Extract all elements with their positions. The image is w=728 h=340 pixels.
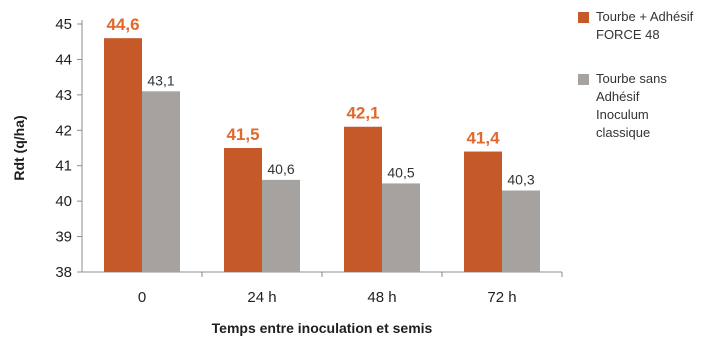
data-label-series-2-0: 43,1 [147, 72, 174, 88]
data-label-series-2-2: 40,5 [387, 164, 414, 180]
bar-series-1-0 [104, 38, 142, 272]
y-tick-label: 39 [55, 229, 72, 246]
x-tick-label: 72 h [487, 289, 516, 306]
data-label-series-2-3: 40,3 [507, 172, 534, 188]
y-tick-label: 41 [55, 158, 72, 175]
y-tick-label: 40 [55, 193, 72, 210]
data-label-series-1-1: 41,5 [226, 125, 259, 144]
y-tick-label: 44 [55, 51, 72, 68]
legend-item-series-2: Tourbe sans Adhésif Inoculum classique [578, 70, 724, 142]
legend-label-series-1-line-2: FORCE 48 [596, 27, 660, 42]
legend-label-series-2-line-3: Inoculum [596, 107, 649, 122]
legend-item-series-1: Tourbe + Adhésif FORCE 48 [578, 8, 724, 44]
x-tick-label: 48 h [367, 289, 396, 306]
bar-series-2-2 [382, 183, 420, 272]
x-tick-label: 0 [138, 289, 146, 306]
legend-swatch-series-2 [578, 74, 589, 85]
legend: Tourbe + Adhésif FORCE 48 Tourbe sans Ad… [578, 8, 724, 168]
bar-series-2-1 [262, 179, 300, 272]
bar-series-1-3 [464, 151, 502, 272]
y-tick-label: 45 [55, 16, 72, 33]
data-label-series-1-3: 41,4 [466, 129, 500, 148]
y-tick-label: 43 [55, 87, 72, 104]
legend-label-series-2-line-4: classique [596, 125, 651, 140]
y-tick-label: 42 [55, 122, 72, 139]
data-label-series-2-1: 40,6 [267, 161, 294, 177]
legend-label-series-1-line-1: Tourbe + Adhésif [596, 9, 694, 24]
bar-series-2-3 [502, 190, 540, 272]
y-axis-title: Rdt (q/ha) [11, 115, 27, 180]
legend-label-series-2-line-1: Tourbe sans [596, 71, 667, 86]
y-tick-label: 38 [55, 264, 72, 281]
bar-series-1-1 [224, 148, 262, 272]
data-label-series-1-0: 44,6 [106, 15, 139, 34]
x-tick-label: 24 h [247, 289, 276, 306]
bar-series-1-2 [344, 126, 382, 272]
x-axis-title: Temps entre inoculation et semis [212, 320, 433, 336]
legend-swatch-series-1 [578, 12, 589, 23]
legend-label-series-2-line-2: Adhésif [596, 89, 640, 104]
data-label-series-1-2: 42,1 [346, 104, 379, 123]
bar-series-2-0 [142, 91, 180, 272]
